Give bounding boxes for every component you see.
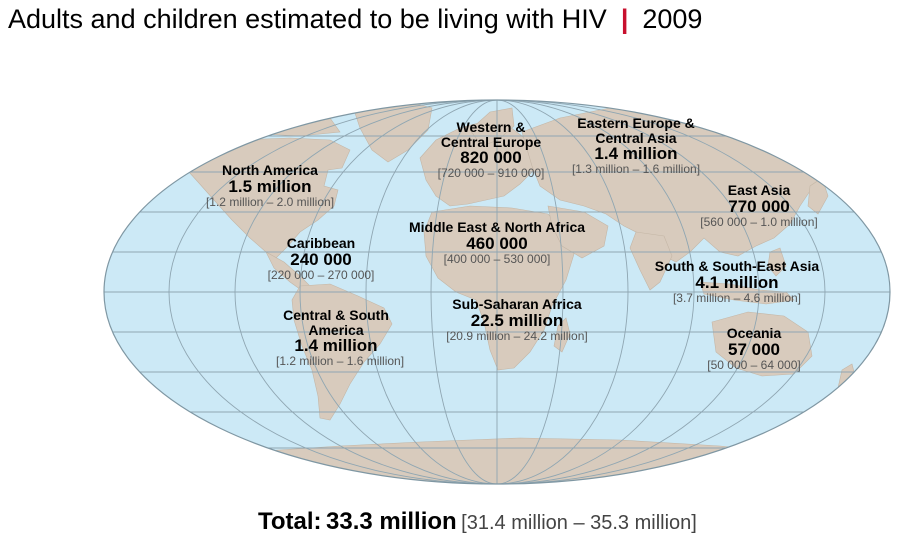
region-range: [20.9 million – 24.2 million] [446,328,588,343]
region-value: 770 000 [728,196,790,216]
total-label: Total: [258,508,322,535]
region-name: Sub-Saharan Africa [452,296,582,312]
landmass-philippines [767,247,787,277]
region-value: 1.5 million [228,176,312,196]
region-value: 22.5 million [470,310,564,330]
region-east-asia: East Asia 770 000 [560 000 – 1.0 million… [700,183,817,228]
region-range: [400 000 – 530 000] [443,251,551,266]
landmass-australia [711,311,813,377]
region-name: Oceania [726,325,782,341]
region-value: 1.4 million [294,336,378,356]
landmass-indonesia [699,281,795,305]
region-sub-saharan-africa: Sub-Saharan Africa 22.5 million [20.9 mi… [446,297,587,342]
region-north-america: North America 1.5 million [1.2 million –… [206,163,334,208]
region-range: [720 000 – 910 000] [437,166,545,181]
title-text: Adults and children estimated to be livi… [8,4,607,34]
region-middle-east-north-africa: Middle East & North Africa 460 000 [400 … [409,220,585,265]
landmass-arctic-islands [249,113,341,137]
total-range: [31.4 million – 35.3 million] [461,512,697,534]
region-value: 57 000 [727,339,780,359]
region-name: Western & Central Europe [440,119,542,150]
region-value: 460 000 [466,233,528,253]
region-south-south-east-asia: South & South-East Asia 4.1 million [3.7… [655,259,819,304]
region-name: Middle East & North Africa [408,219,586,235]
region-range: [1.2 million – 1.6 million] [276,354,405,369]
region-value: 240 000 [290,249,352,269]
region-central-south-america: Central & South America 1.4 million [1.2… [276,307,405,369]
region-name: North America [222,162,318,178]
page-title: Adults and children estimated to be livi… [8,4,702,35]
region-name: East Asia [727,182,791,198]
region-range: [220 000 – 270 000] [267,267,375,282]
region-oceania: Oceania 57 000 [50 000 – 64 000] [707,326,800,371]
region-value: 820 000 [460,148,522,168]
total-value: 33.3 million [326,508,457,535]
region-range: [1.2 million – 2.0 million] [205,194,335,209]
region-range: [50 000 – 64 000] [707,357,801,372]
region-value: 4.1 million [695,272,779,292]
graticule [104,100,890,484]
region-caribbean: Caribbean 240 000 [220 000 – 270 000] [268,236,375,281]
region-range: [560 000 – 1.0 million] [700,214,818,229]
region-range: [1.3 million – 1.6 million] [571,162,701,177]
global-total: Total: 33.3 million [31.4 million – 35.3… [258,508,697,536]
title-year: 2009 [642,4,703,34]
region-name: Eastern Europe & Central Asia [577,115,695,146]
landmass-antarctica [149,437,861,484]
landmass-north-america [177,137,351,259]
landmass-europe [419,121,537,207]
region-name: Central & South America [283,307,389,338]
region-name: South & South-East Asia [654,258,820,274]
region-name: Caribbean [286,235,356,251]
region-eastern-europe-central-asia: Eastern Europe & Central Asia 1.4 millio… [566,116,706,176]
title-separator: | [620,4,629,34]
region-value: 1.4 million [594,144,678,164]
landmass-scandinavia [469,107,515,147]
region-western-central-europe: Western & Central Europe 820 000 [720 00… [431,120,551,180]
landmass-madagascar [553,317,571,353]
region-range: [3.7 million – 4.6 million] [672,290,802,305]
globe-outline [103,99,891,485]
